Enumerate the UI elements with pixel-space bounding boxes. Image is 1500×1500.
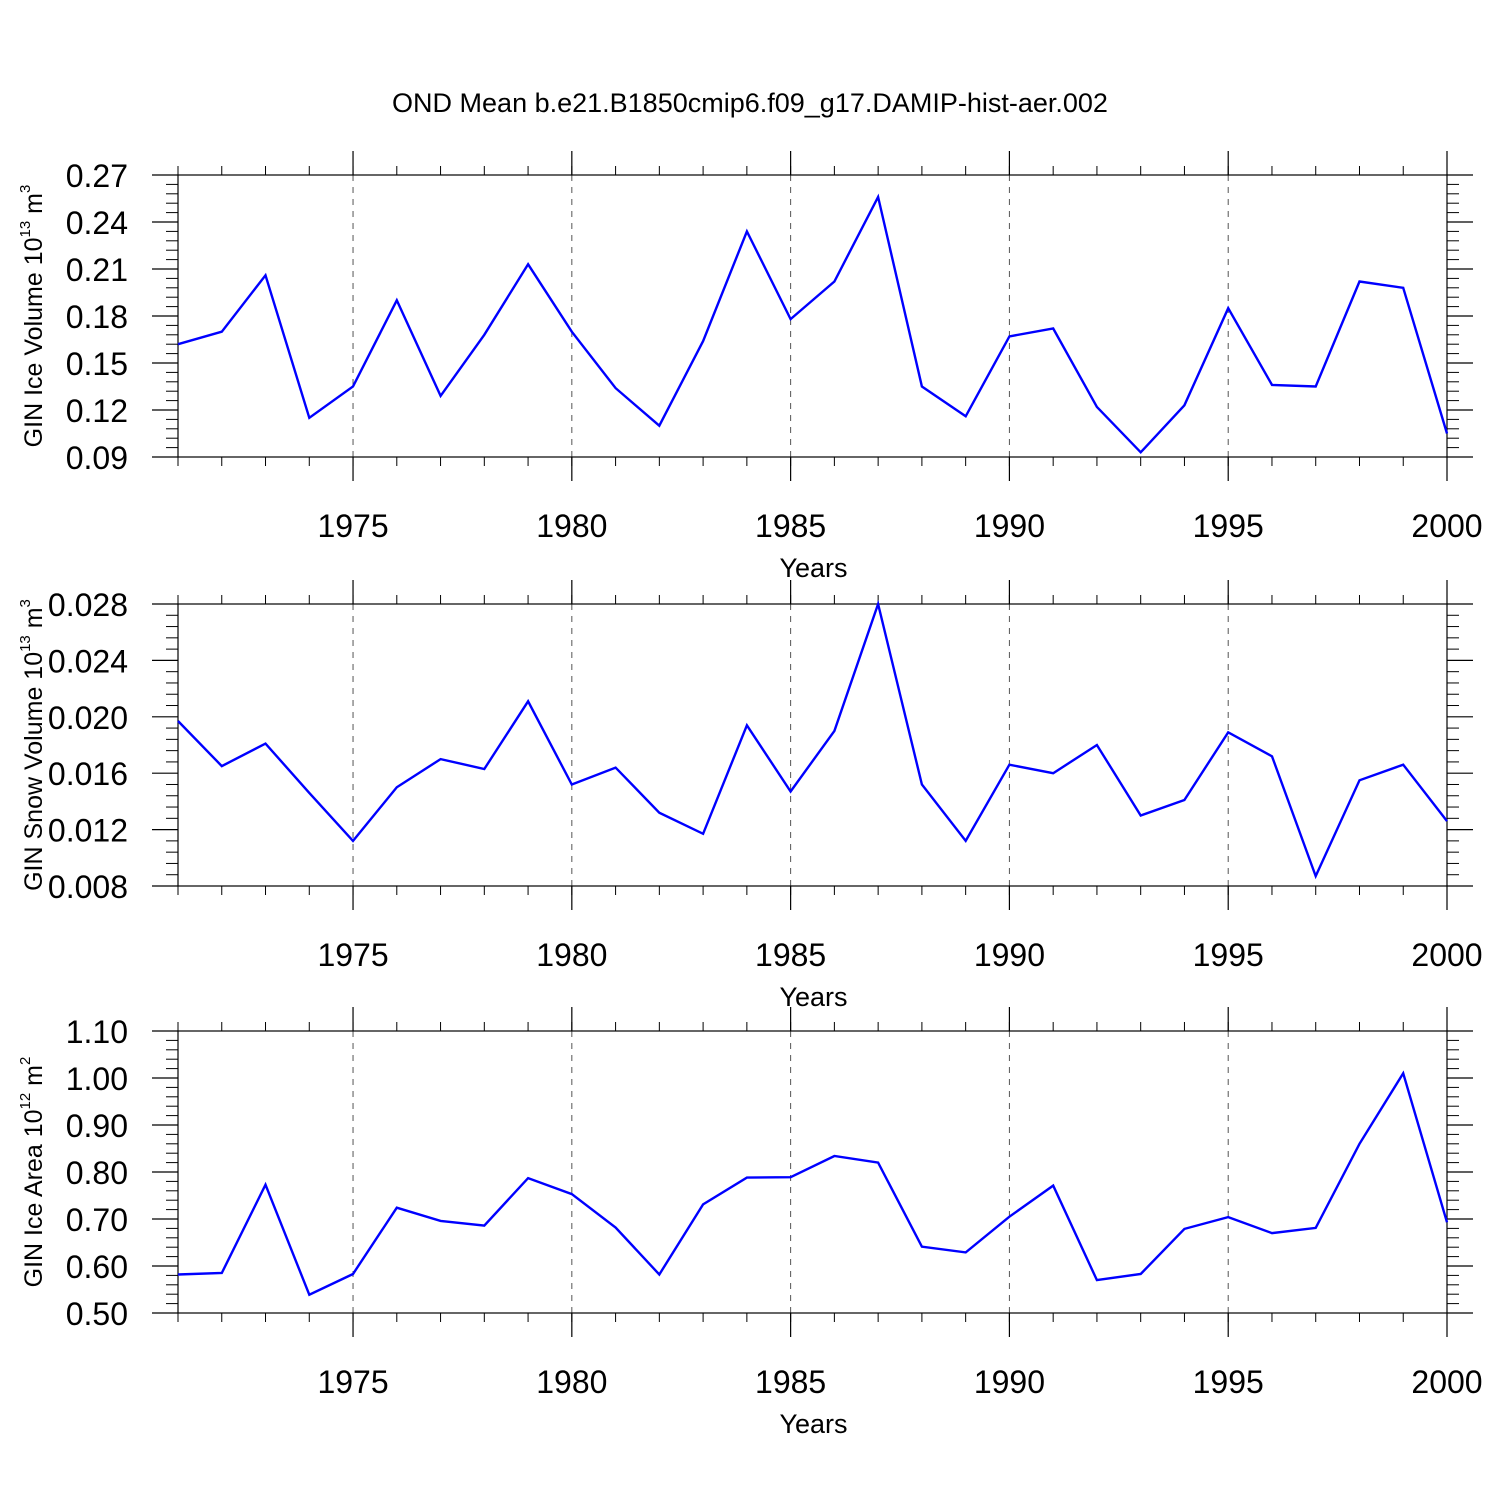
x-tick-label: 2000 [1411, 1364, 1482, 1400]
x-tick-label: 1985 [755, 1364, 826, 1400]
chart-panel-2: 1975 1980 1985 1990 1995 2000 0.008 0.012 0.016 0… [17, 580, 1483, 1012]
y-tick-label: 0.12 [66, 393, 128, 429]
y-axis-label-text: GIN Snow Volume 10 [20, 652, 48, 891]
plot-frame [177, 603, 1448, 887]
y-axis-label: GIN Snow Volume 1013 m3 [17, 599, 48, 891]
y-tick-label: 0.80 [66, 1155, 128, 1191]
x-tick-label: 1980 [536, 937, 607, 973]
y-axis-label: GIN Ice Volume 1013 m3 [17, 185, 48, 448]
y-axis-label-exponent: 13 [17, 221, 34, 238]
y-tick-label: 0.028 [48, 587, 128, 623]
y-tick-label: 0.27 [66, 158, 128, 194]
y-tick-label: 0.09 [66, 440, 128, 476]
x-tick-label: 1985 [755, 937, 826, 973]
y-axis-label-exponent: 13 [17, 635, 34, 652]
plot-frame [177, 174, 1448, 458]
y-tick-label: 0.024 [48, 643, 128, 679]
x-tick-label: 1995 [1193, 508, 1264, 544]
y-tick-label: 0.016 [48, 756, 128, 792]
x-tick-label: 1985 [755, 508, 826, 544]
x-tick-label: 1990 [974, 937, 1045, 973]
y-axis-label-unit: m [20, 607, 48, 635]
y-tick-label: 1.00 [66, 1061, 128, 1097]
y-axis-label: GIN Ice Area 1012 m2 [17, 1057, 48, 1288]
y-axis-label-unit: m [20, 1065, 48, 1093]
x-axis-label: Years [779, 1409, 847, 1439]
y-axis-label-exponent: 12 [17, 1093, 34, 1110]
y-tick-label: 0.18 [66, 299, 128, 335]
x-tick-label: 1980 [536, 508, 607, 544]
y-tick-label: 0.24 [66, 205, 128, 241]
y-tick-label: 1.10 [66, 1014, 128, 1050]
x-tick-label: 1975 [317, 1364, 388, 1400]
chart-title: OND Mean b.e21.B1850cmip6.f09_g17.DAMIP-… [392, 88, 1108, 118]
y-tick-label: 0.21 [66, 252, 128, 288]
series-line [177, 193, 1449, 455]
y-axis-label-unit-exponent: 2 [17, 1057, 34, 1065]
y-axis-label-unit: m [20, 193, 48, 221]
x-tick-label: 1975 [317, 937, 388, 973]
x-tick-label: 2000 [1411, 937, 1482, 973]
y-axis-label-text: GIN Ice Volume 10 [20, 237, 48, 447]
y-tick-label: 0.15 [66, 346, 128, 382]
y-tick-label: 0.70 [66, 1202, 128, 1238]
y-axis-label-text: GIN Ice Area 10 [20, 1109, 48, 1287]
x-tick-label: 1990 [974, 1364, 1045, 1400]
y-axis-label-unit-exponent: 3 [17, 599, 34, 607]
x-tick-label: 1990 [974, 508, 1045, 544]
x-tick-label: 1995 [1193, 1364, 1264, 1400]
x-tick-label: 1995 [1193, 937, 1264, 973]
series-line [177, 599, 1448, 880]
y-tick-label: 0.50 [66, 1296, 128, 1332]
y-tick-label: 0.012 [48, 813, 128, 849]
chart-panel-3: 1975 1980 1985 1990 1995 2000 0.50 0.60 0.70 0.80… [17, 1007, 1483, 1439]
y-tick-label: 0.60 [66, 1249, 128, 1285]
x-tick-label: 1975 [317, 508, 388, 544]
y-tick-label: 0.90 [66, 1108, 128, 1144]
y-axis-label-unit-exponent: 3 [17, 185, 34, 193]
y-tick-label: 0.008 [48, 869, 128, 905]
x-tick-label: 1980 [536, 1364, 607, 1400]
plot-frame [177, 1030, 1448, 1314]
chart-panel-1: 1975 1980 1985 1990 1995 2000 0.09 0.12 0.15 0.18… [17, 151, 1483, 583]
x-axis-label: Years [779, 553, 847, 583]
x-tick-label: 2000 [1411, 508, 1482, 544]
y-tick-label: 0.020 [48, 700, 128, 736]
x-axis-label: Years [779, 982, 847, 1012]
series-line [177, 1070, 1449, 1297]
